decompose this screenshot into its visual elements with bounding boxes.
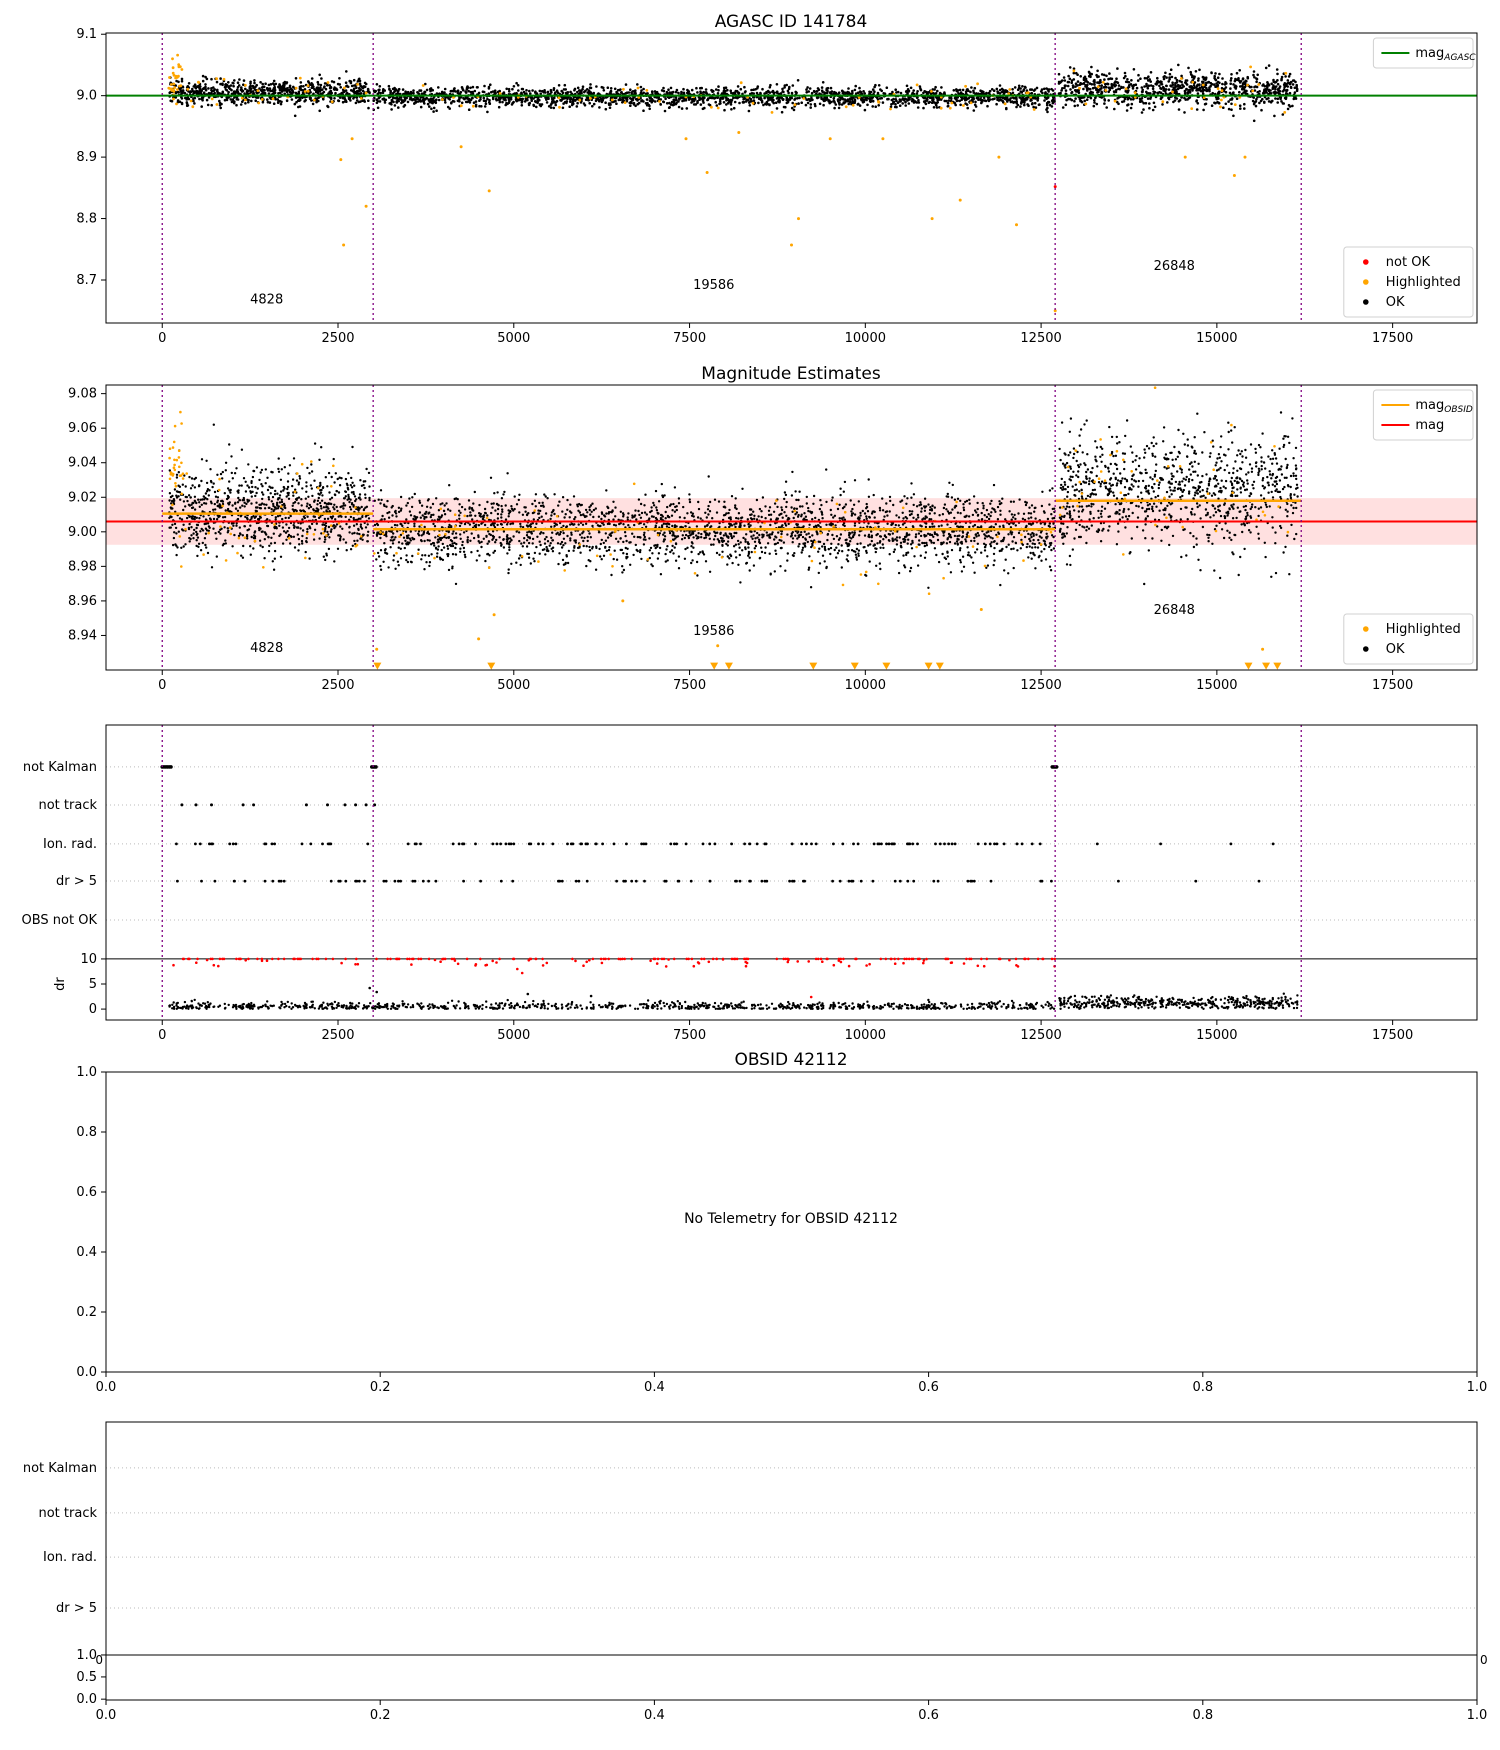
svg-text:17500: 17500 bbox=[1372, 1028, 1413, 1043]
no-telemetry-text: No Telemetry for OBSID 42112 bbox=[684, 1211, 898, 1227]
svg-text:15000: 15000 bbox=[1196, 678, 1237, 693]
svg-text:not OK: not OK bbox=[1386, 255, 1431, 270]
svg-text:17500: 17500 bbox=[1372, 678, 1413, 693]
svg-text:0.2: 0.2 bbox=[370, 1708, 391, 1723]
svg-text:2500: 2500 bbox=[321, 678, 354, 693]
svg-text:8.8: 8.8 bbox=[76, 212, 97, 227]
svg-text:12500: 12500 bbox=[1020, 331, 1061, 346]
svg-text:15000: 15000 bbox=[1196, 331, 1237, 346]
svg-text:26848: 26848 bbox=[1154, 603, 1195, 618]
svg-text:0: 0 bbox=[1480, 1653, 1488, 1667]
svg-text:7500: 7500 bbox=[673, 678, 706, 693]
svg-text:1.0: 1.0 bbox=[1467, 1380, 1488, 1395]
svg-text:7500: 7500 bbox=[673, 1028, 706, 1043]
svg-text:12500: 12500 bbox=[1020, 1028, 1061, 1043]
svg-text:8.96: 8.96 bbox=[68, 594, 97, 609]
svg-text:5: 5 bbox=[89, 977, 97, 992]
svg-text:1.0: 1.0 bbox=[76, 1065, 97, 1080]
svg-text:not track: not track bbox=[38, 798, 97, 813]
svg-text:8.94: 8.94 bbox=[68, 628, 97, 643]
svg-text:0.8: 0.8 bbox=[76, 1125, 97, 1140]
svg-text:0.0: 0.0 bbox=[76, 1692, 97, 1707]
svg-text:26848: 26848 bbox=[1154, 259, 1195, 274]
svg-text:1.0: 1.0 bbox=[76, 1648, 97, 1663]
svg-text:10000: 10000 bbox=[845, 331, 886, 346]
svg-text:dr > 5: dr > 5 bbox=[56, 1601, 97, 1616]
svg-text:4828: 4828 bbox=[250, 641, 283, 656]
svg-text:0.0: 0.0 bbox=[96, 1708, 117, 1723]
svg-text:0: 0 bbox=[158, 1028, 166, 1043]
svg-text:12500: 12500 bbox=[1020, 678, 1061, 693]
svg-text:0: 0 bbox=[158, 331, 166, 346]
plot4-title: OBSID 42112 bbox=[734, 1050, 848, 1070]
svg-text:9.00: 9.00 bbox=[68, 525, 97, 540]
svg-text:OK: OK bbox=[1386, 642, 1405, 657]
plot2-title: Magnitude Estimates bbox=[701, 364, 881, 384]
svg-text:8.7: 8.7 bbox=[76, 273, 97, 288]
svg-text:not Kalman: not Kalman bbox=[23, 760, 97, 775]
svg-text:Ion. rad.: Ion. rad. bbox=[43, 837, 97, 852]
svg-text:0.6: 0.6 bbox=[76, 1185, 97, 1200]
svg-text:0: 0 bbox=[158, 678, 166, 693]
svg-text:0.0: 0.0 bbox=[76, 1365, 97, 1380]
plot-flags_main: not Kalman not track Ion. rad. dr > 5 OBS no… bbox=[22, 724, 1478, 1043]
svg-text:9.06: 9.06 bbox=[68, 421, 97, 436]
svg-text:0.8: 0.8 bbox=[1192, 1380, 1213, 1395]
svg-text:0.0: 0.0 bbox=[96, 1380, 117, 1395]
svg-text:dr > 5: dr > 5 bbox=[56, 874, 97, 889]
svg-text:10000: 10000 bbox=[845, 1028, 886, 1043]
svg-text:0.2: 0.2 bbox=[370, 1380, 391, 1395]
svg-text:15000: 15000 bbox=[1196, 1028, 1237, 1043]
svg-text:0.6: 0.6 bbox=[918, 1380, 939, 1395]
svg-text:0.8: 0.8 bbox=[1192, 1708, 1213, 1723]
plot-magest: 0 2500 5000 7500 10000 12500 15000 17500 8.94 8.9… bbox=[68, 384, 1478, 693]
svg-text:5000: 5000 bbox=[497, 678, 530, 693]
svg-text:2500: 2500 bbox=[321, 331, 354, 346]
svg-text:1.0: 1.0 bbox=[1467, 1708, 1488, 1723]
svg-text:0.4: 0.4 bbox=[76, 1245, 97, 1260]
svg-text:9.0: 9.0 bbox=[76, 89, 97, 104]
svg-text:0: 0 bbox=[89, 1002, 97, 1017]
svg-text:19586: 19586 bbox=[693, 278, 734, 293]
svg-text:0.4: 0.4 bbox=[644, 1380, 665, 1395]
plot-flags_obsid: not Kalman not track Ion. rad. dr > 5 1.0 0.5… bbox=[23, 1421, 1488, 1723]
plot-obsid: 0.0 0.2 0.4 0.6 0.8 1.0 0.0 0.2 0.4 0.6 0.8 1.0 bbox=[76, 1065, 1487, 1395]
plot1-title: AGASC ID 141784 bbox=[714, 12, 868, 32]
svg-text:Highlighted: Highlighted bbox=[1386, 275, 1461, 290]
svg-text:2500: 2500 bbox=[321, 1028, 354, 1043]
svg-text:10: 10 bbox=[80, 952, 97, 967]
svg-text:19586: 19586 bbox=[693, 624, 734, 639]
svg-text:9.04: 9.04 bbox=[68, 456, 97, 471]
svg-text:10000: 10000 bbox=[845, 678, 886, 693]
svg-text:0.5: 0.5 bbox=[76, 1670, 97, 1685]
svg-text:not Kalman: not Kalman bbox=[23, 1461, 97, 1476]
svg-text:dr: dr bbox=[53, 977, 68, 991]
svg-text:Ion. rad.: Ion. rad. bbox=[43, 1550, 97, 1565]
svg-text:9.08: 9.08 bbox=[68, 387, 97, 402]
svg-text:17500: 17500 bbox=[1372, 331, 1413, 346]
svg-text:4828: 4828 bbox=[250, 292, 283, 307]
svg-text:9.02: 9.02 bbox=[68, 490, 97, 505]
svg-text:5000: 5000 bbox=[497, 331, 530, 346]
svg-text:8.9: 8.9 bbox=[76, 150, 97, 165]
svg-text:0: 0 bbox=[95, 1653, 103, 1667]
svg-text:9.1: 9.1 bbox=[76, 27, 97, 42]
svg-text:OK: OK bbox=[1386, 295, 1405, 310]
svg-text:0.4: 0.4 bbox=[644, 1708, 665, 1723]
svg-text:0.6: 0.6 bbox=[918, 1708, 939, 1723]
svg-text:7500: 7500 bbox=[673, 331, 706, 346]
svg-text:not track: not track bbox=[38, 1506, 97, 1521]
svg-text:0.2: 0.2 bbox=[76, 1305, 97, 1320]
svg-text:OBS not OK: OBS not OK bbox=[22, 913, 98, 928]
svg-text:mag: mag bbox=[1415, 418, 1444, 433]
svg-text:Highlighted: Highlighted bbox=[1386, 622, 1461, 637]
svg-text:8.98: 8.98 bbox=[68, 559, 97, 574]
plot-agasc: 0 2500 5000 7500 10000 12500 15000 17500 8.7 8.8 8… bbox=[76, 27, 1478, 346]
svg-text:5000: 5000 bbox=[497, 1028, 530, 1043]
